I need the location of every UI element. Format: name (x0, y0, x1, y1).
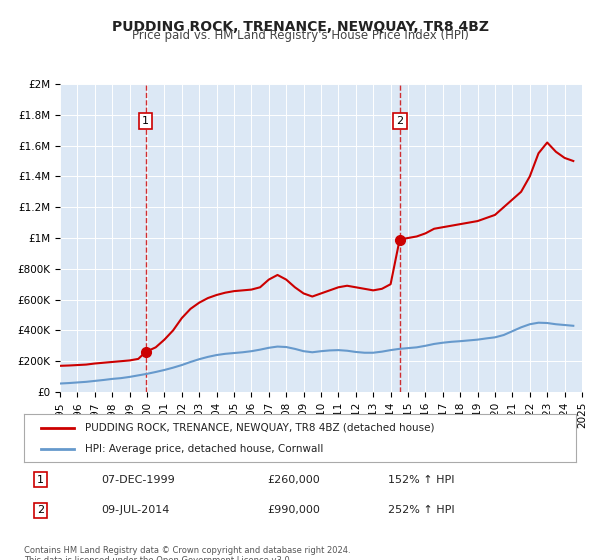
Text: PUDDING ROCK, TRENANCE, NEWQUAY, TR8 4BZ: PUDDING ROCK, TRENANCE, NEWQUAY, TR8 4BZ (112, 20, 488, 34)
Text: £990,000: £990,000 (267, 506, 320, 516)
Text: Contains HM Land Registry data © Crown copyright and database right 2024.
This d: Contains HM Land Registry data © Crown c… (24, 546, 350, 560)
Text: 09-JUL-2014: 09-JUL-2014 (101, 506, 170, 516)
Text: 2: 2 (396, 116, 403, 126)
Text: 1: 1 (37, 474, 44, 484)
Text: PUDDING ROCK, TRENANCE, NEWQUAY, TR8 4BZ (detached house): PUDDING ROCK, TRENANCE, NEWQUAY, TR8 4BZ… (85, 423, 434, 433)
Text: 252% ↑ HPI: 252% ↑ HPI (388, 506, 455, 516)
Text: HPI: Average price, detached house, Cornwall: HPI: Average price, detached house, Corn… (85, 444, 323, 454)
Text: 2: 2 (37, 506, 44, 516)
Text: 152% ↑ HPI: 152% ↑ HPI (388, 474, 455, 484)
Text: Price paid vs. HM Land Registry's House Price Index (HPI): Price paid vs. HM Land Registry's House … (131, 29, 469, 42)
Text: 07-DEC-1999: 07-DEC-1999 (101, 474, 175, 484)
Text: £260,000: £260,000 (267, 474, 320, 484)
Text: 1: 1 (142, 116, 149, 126)
